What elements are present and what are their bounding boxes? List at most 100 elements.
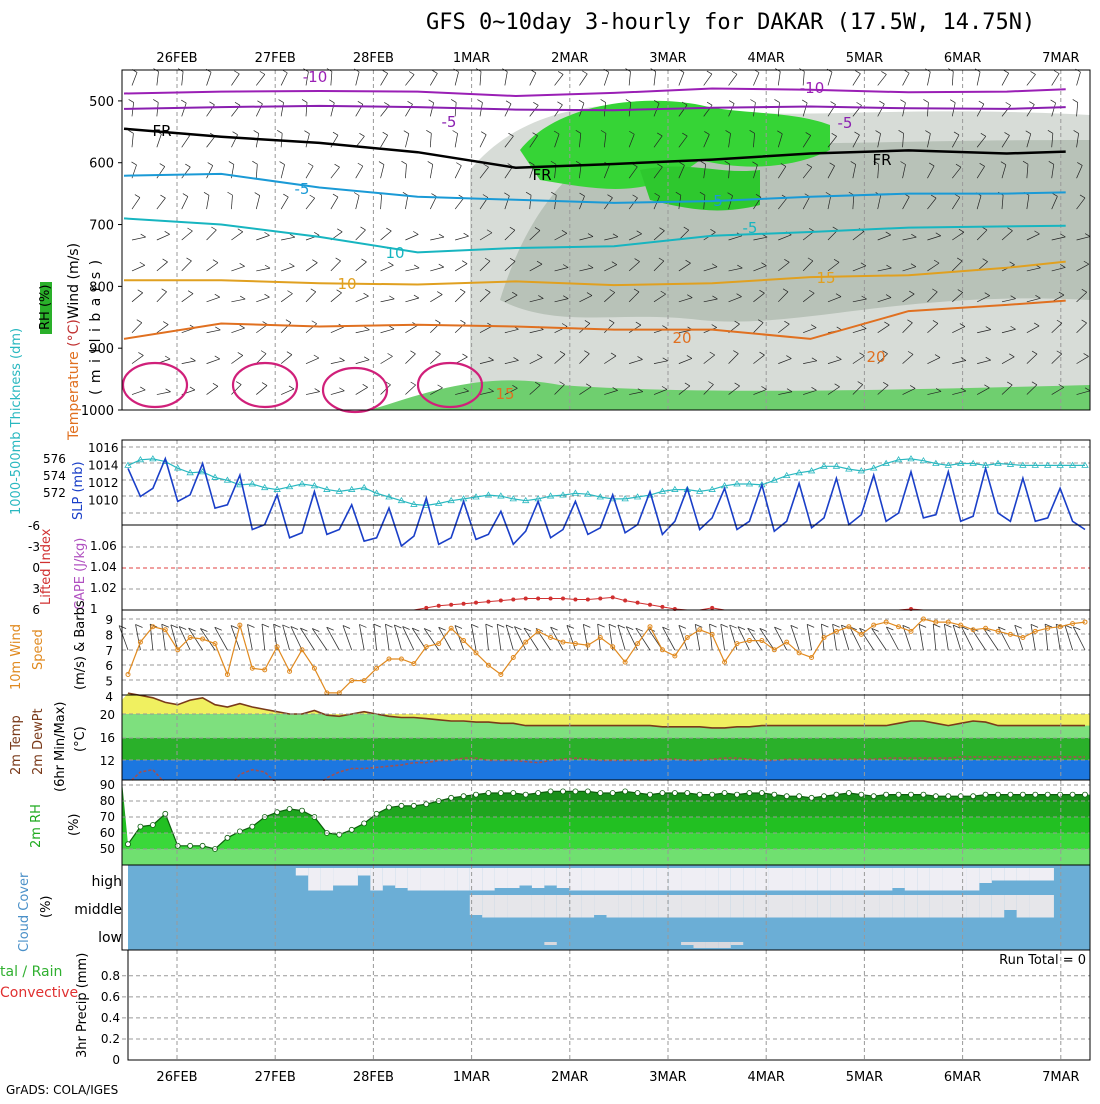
wind-speed-marker [722, 659, 728, 665]
wind-barb-flag [212, 383, 219, 387]
wind-tick-label: 8 [105, 628, 113, 642]
wind-barb [1001, 384, 1013, 395]
wind-barb [877, 353, 888, 364]
isotherm-25 [121, 361, 189, 409]
wind-barb [156, 133, 162, 148]
surface-wind-barb [871, 628, 887, 651]
wind-barb [131, 389, 146, 395]
wind-barb [206, 358, 220, 364]
wind-barb [206, 165, 214, 179]
surface-wind-barb [737, 626, 750, 651]
wind-barb-flag [536, 260, 543, 265]
wind-barb [802, 166, 813, 179]
surface-wind-barb [832, 623, 840, 628]
isotherm--10 [123, 87, 1066, 98]
wind-barb-flag [413, 264, 420, 269]
degc-ylabel-text: (°C) [73, 726, 88, 752]
isotherm-25 [321, 366, 389, 414]
surface-wind-barb [918, 623, 927, 628]
wind-barb-flag [488, 388, 494, 392]
temp-band-cold [122, 760, 1090, 780]
wind-barb-flag [239, 262, 245, 267]
thickness-marker [310, 482, 319, 489]
wind-barb-flag [525, 191, 532, 196]
thickness-marker [385, 493, 393, 500]
wind-barb-flag [215, 326, 221, 331]
wind-barb-flag [933, 259, 940, 264]
wind-barb-flag [1047, 130, 1054, 134]
wind-barb [430, 353, 441, 364]
contour-label: 15 [495, 385, 514, 403]
cape-marker [573, 597, 578, 602]
x-tick-label-top: 1MAR [453, 51, 490, 66]
wind-speed-marker [1057, 624, 1063, 630]
minmax-ylabel-text: (6hr Min/Max) [53, 702, 68, 792]
surface-wind-barb [918, 624, 924, 651]
temp-ylabel-text: 2m Temp [9, 715, 24, 775]
wind-barb-flag [432, 70, 438, 74]
cloud-high-clear [730, 868, 744, 891]
wind-barb-flag [706, 101, 713, 106]
rh-marker [299, 807, 305, 814]
surface-wind-barb [247, 624, 253, 651]
wind-barb [678, 135, 688, 148]
wind-barb-flag [332, 193, 339, 198]
wind-speed-marker [672, 653, 678, 659]
wind-barb [256, 74, 266, 86]
wind-barb-flag [181, 99, 187, 104]
surface-wind-barb [385, 623, 393, 628]
wind-barb-flag [314, 388, 320, 392]
wind-speed-marker [759, 638, 765, 644]
wind-barb-flag [164, 355, 171, 360]
cloud-middle-clear [867, 895, 880, 918]
wind-barb [1076, 291, 1088, 303]
wind-barb-flag [140, 386, 146, 391]
surface-wind-barb [709, 623, 717, 628]
cloud-middle-clear [817, 895, 831, 918]
wind-barb-flag [861, 325, 867, 329]
wind-speed-marker [1020, 634, 1026, 640]
wind-barb [877, 133, 881, 148]
wind-barb [1026, 325, 1040, 334]
cape-marker [511, 597, 516, 602]
li-tick-label: 6 [32, 603, 40, 617]
rh-marker [373, 810, 380, 817]
surface-wind-barb [514, 626, 527, 651]
wind-ylabel-text: 10m Wind [9, 624, 24, 690]
wind-barb [380, 384, 391, 395]
cape-marker [623, 598, 628, 603]
contour-label: 20 [672, 329, 691, 347]
wind-ylabel: 10m Wind [9, 624, 24, 690]
wind-barb [1026, 104, 1035, 117]
rh-marker [696, 791, 703, 798]
wind-speed-marker [175, 647, 181, 653]
wind-barb-flag [979, 163, 985, 167]
wind-barb [355, 386, 368, 395]
thickness-marker [410, 500, 418, 507]
wind-barb-flag [930, 194, 937, 199]
wind-barb-flag [806, 163, 812, 168]
wind-barb-flag [563, 295, 569, 299]
surface-wind-barb [1014, 625, 1024, 651]
thickness-marker [708, 485, 716, 492]
wind-speed-marker [287, 668, 293, 674]
cape-marker [598, 596, 603, 601]
wind-barb [355, 261, 367, 272]
wind-barb-flag [462, 353, 468, 358]
wind-barb-flag [607, 194, 613, 199]
surface-wind-barb [402, 626, 415, 651]
thickness-marker [298, 480, 306, 487]
rh-marker [448, 794, 455, 801]
wind-barb-flag [264, 293, 270, 298]
wind-barb-flag [584, 350, 590, 355]
wind-barb [405, 195, 409, 210]
thickness-marker [136, 456, 145, 463]
rh-marker [622, 788, 629, 795]
thickness-marker [360, 483, 368, 491]
rh-marker [510, 790, 517, 796]
wind-barb-flag [505, 100, 512, 105]
wind-barb [156, 261, 168, 272]
wind-barb-flag [357, 101, 364, 105]
wind-barb [256, 353, 267, 364]
